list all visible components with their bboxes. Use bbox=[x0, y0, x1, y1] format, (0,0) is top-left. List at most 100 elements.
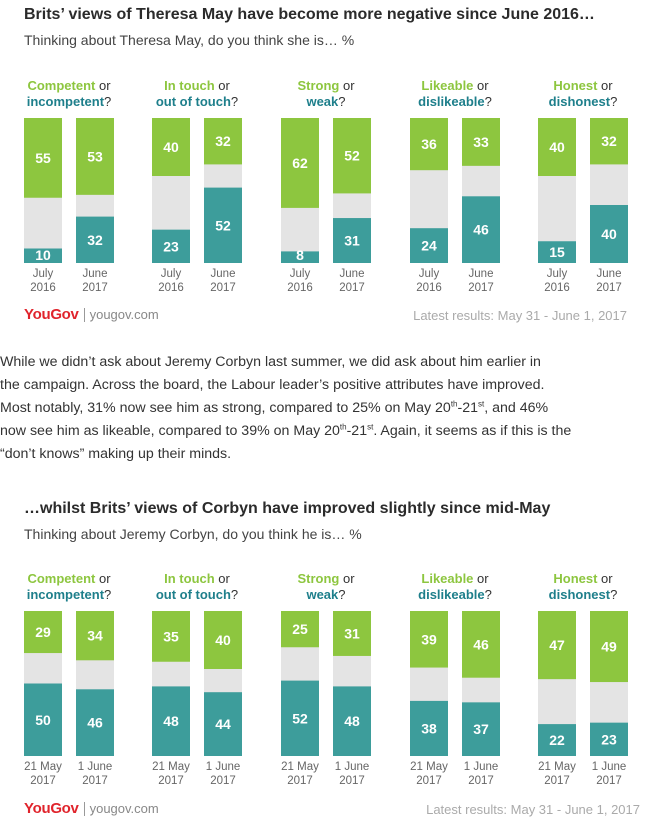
period-year-label: 2016 bbox=[544, 282, 570, 294]
or-word: or bbox=[95, 571, 111, 586]
positive-value-label: 53 bbox=[87, 148, 103, 164]
positive-value-label: 49 bbox=[601, 639, 617, 655]
period-year-label: 2017 bbox=[82, 775, 108, 787]
attribute-label-negative: weak? bbox=[305, 587, 345, 602]
period-label: July bbox=[419, 268, 440, 280]
positive-bar bbox=[24, 118, 62, 198]
period-label: June bbox=[597, 268, 622, 280]
negative-bar bbox=[76, 216, 114, 263]
negative-value-label: 37 bbox=[473, 721, 489, 737]
positive-value-label: 36 bbox=[421, 136, 437, 152]
period-year-label: 2016 bbox=[158, 282, 184, 294]
question-mark: ? bbox=[104, 587, 111, 602]
para-sup: st bbox=[478, 399, 485, 409]
period-year-label: 2016 bbox=[30, 282, 56, 294]
negative-value-label: 46 bbox=[473, 222, 489, 238]
negative-term: dishonest bbox=[549, 94, 611, 109]
period-year-label: 2017 bbox=[339, 775, 365, 787]
positive-term: In touch bbox=[164, 78, 215, 93]
negative-term: incompetent bbox=[27, 587, 105, 602]
negative-bar bbox=[24, 683, 62, 756]
question-mark: ? bbox=[485, 94, 492, 109]
negative-bar bbox=[538, 724, 576, 756]
period-label: 21 May bbox=[24, 761, 62, 773]
question-mark: ? bbox=[231, 94, 238, 109]
question-mark: ? bbox=[610, 587, 617, 602]
or-word: or bbox=[339, 78, 355, 93]
chart2-title: …whilst Brits’ views of Corbyn have impr… bbox=[24, 500, 551, 517]
period-label: 1 June bbox=[335, 761, 370, 773]
attribute-label-positive: Competent or bbox=[27, 78, 111, 93]
negative-bar bbox=[590, 722, 628, 756]
negative-bar bbox=[538, 241, 576, 263]
period-year-label: 2016 bbox=[287, 282, 313, 294]
negative-value-label: 40 bbox=[601, 226, 617, 242]
chart2-subtitle: Thinking about Jeremy Corbyn, do you thi… bbox=[24, 526, 362, 542]
negative-bar bbox=[410, 228, 448, 263]
positive-term: Competent bbox=[27, 571, 96, 586]
positive-term: Strong bbox=[297, 571, 339, 586]
question-mark: ? bbox=[338, 587, 345, 602]
positive-value-label: 32 bbox=[601, 133, 617, 149]
negative-term: incompetent bbox=[27, 94, 105, 109]
positive-bar bbox=[204, 118, 242, 165]
attribute-label-negative: dishonest? bbox=[549, 587, 618, 602]
period-year-label: 2017 bbox=[468, 282, 494, 294]
attribute-label-positive: Honest or bbox=[553, 78, 613, 93]
positive-value-label: 33 bbox=[473, 134, 489, 150]
negative-bar bbox=[152, 229, 190, 263]
period-label: July bbox=[33, 268, 54, 280]
period-year-label: 2017 bbox=[416, 775, 442, 787]
attribute-label-positive: Strong or bbox=[297, 78, 355, 93]
positive-term: Honest bbox=[553, 78, 598, 93]
yougov-logo: YouGov bbox=[24, 306, 79, 323]
yougov-logo: YouGov bbox=[24, 800, 79, 817]
positive-value-label: 52 bbox=[344, 148, 360, 164]
positive-bar bbox=[333, 118, 371, 194]
question-mark: ? bbox=[104, 94, 111, 109]
positive-value-label: 39 bbox=[421, 631, 437, 647]
negative-value-label: 8 bbox=[296, 247, 304, 263]
negative-term: out of touch bbox=[156, 94, 231, 109]
period-label: June bbox=[83, 268, 108, 280]
negative-bar bbox=[204, 692, 242, 756]
para-text: -21 bbox=[346, 423, 368, 439]
or-word: or bbox=[95, 78, 111, 93]
positive-term: In touch bbox=[164, 571, 215, 586]
negative-bar bbox=[281, 680, 319, 756]
or-word: or bbox=[215, 571, 231, 586]
negative-value-label: 15 bbox=[549, 244, 565, 260]
period-label: June bbox=[469, 268, 494, 280]
positive-bar bbox=[410, 118, 448, 171]
period-label: 21 May bbox=[410, 761, 448, 773]
negative-value-label: 23 bbox=[601, 731, 617, 747]
question-mark: ? bbox=[338, 94, 345, 109]
para-line: now see him as likeable, compared to 39%… bbox=[0, 420, 654, 443]
or-word: or bbox=[215, 78, 231, 93]
period-year-label: 2017 bbox=[82, 282, 108, 294]
or-word: or bbox=[339, 571, 355, 586]
negative-value-label: 10 bbox=[35, 247, 51, 263]
negative-value-label: 48 bbox=[163, 713, 179, 729]
question-mark: ? bbox=[610, 94, 617, 109]
period-year-label: 2017 bbox=[468, 775, 494, 787]
para-line: While we didn’t ask about Jeremy Corbyn … bbox=[0, 354, 541, 370]
body-paragraph: While we didn’t ask about Jeremy Corbyn … bbox=[0, 351, 654, 466]
positive-value-label: 40 bbox=[163, 139, 179, 155]
period-year-label: 2017 bbox=[339, 282, 365, 294]
positive-bar bbox=[204, 611, 242, 669]
positive-value-label: 62 bbox=[292, 155, 308, 171]
period-year-label: 2016 bbox=[416, 282, 442, 294]
attribute-label-positive: Honest or bbox=[553, 571, 613, 586]
negative-bar bbox=[204, 187, 242, 263]
positive-value-label: 55 bbox=[35, 150, 51, 166]
para-text: Most notably, 31% now see him as strong,… bbox=[0, 400, 451, 416]
para-text: . Again, it seems as if this is the bbox=[373, 423, 572, 439]
positive-bar bbox=[590, 118, 628, 165]
positive-term: Honest bbox=[553, 571, 598, 586]
positive-bar bbox=[462, 118, 500, 166]
negative-value-label: 31 bbox=[344, 233, 360, 249]
negative-value-label: 52 bbox=[292, 710, 308, 726]
negative-value-label: 23 bbox=[163, 238, 179, 254]
